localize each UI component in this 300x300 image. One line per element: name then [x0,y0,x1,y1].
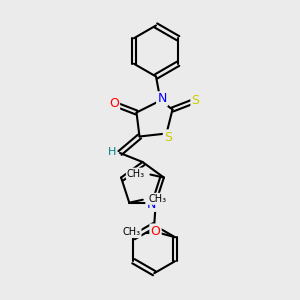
Text: N: N [146,198,156,211]
Text: S: S [164,130,172,144]
Text: O: O [109,97,119,110]
Text: CH₃: CH₃ [148,194,166,204]
Text: S: S [192,94,200,107]
Text: CH₃: CH₃ [122,227,140,237]
Text: N: N [157,92,167,106]
Text: H: H [107,147,116,157]
Text: CH₃: CH₃ [127,169,145,178]
Text: O: O [151,225,160,238]
